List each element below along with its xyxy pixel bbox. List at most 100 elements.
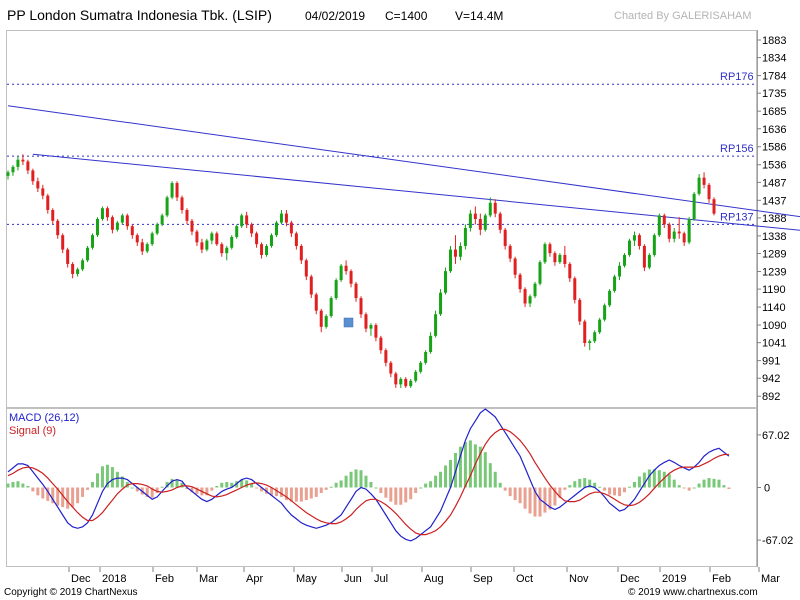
macd-histogram-bar (468, 440, 472, 488)
candle (165, 195, 169, 218)
candle-body (185, 210, 189, 221)
candle-body (588, 341, 592, 344)
candle (81, 258, 85, 272)
macd-histogram-bar (702, 479, 706, 488)
candle (16, 156, 20, 171)
macd-histogram-bar (588, 479, 592, 488)
x-axis-label: Aug (424, 573, 444, 585)
candle-body (220, 244, 224, 254)
candle (369, 323, 373, 336)
macd-histogram-bar (672, 479, 676, 488)
candle-body (359, 298, 363, 315)
candle (528, 294, 532, 308)
macd-histogram-bar (349, 471, 353, 488)
volume-readout: V=14.4M (455, 9, 504, 23)
candle (304, 258, 308, 281)
candle (707, 183, 711, 203)
candle-body (56, 220, 60, 236)
price-y-tick-label: 1735 (762, 88, 786, 100)
candle-body (314, 294, 318, 311)
price-y-tick-label: 1586 (762, 142, 786, 154)
candle-body (409, 380, 413, 387)
candle-body (598, 319, 602, 333)
candle-body (578, 299, 582, 322)
macd-histogram-bar (344, 475, 348, 488)
macd-histogram-bar (389, 487, 393, 502)
macd-histogram-bar (250, 483, 254, 488)
macd-histogram-bar (41, 487, 45, 499)
candle-body (682, 233, 686, 243)
candle (270, 233, 274, 248)
price-y-tick-label: 1883 (762, 35, 786, 47)
macd-histogram-bar (220, 482, 224, 488)
candle (289, 220, 293, 237)
macd-histogram-bar (145, 487, 149, 497)
candle-body (404, 378, 408, 387)
macd-legend-label: Signal (9) (9, 425, 56, 437)
level-line-label: RP176 (720, 71, 754, 83)
candle-body (81, 260, 85, 270)
macd-y-axis: 67.02 0 -67.02 (757, 430, 793, 547)
candle-body (61, 235, 65, 250)
candle-body (608, 290, 612, 306)
candle-body (523, 289, 527, 304)
macd-histogram-bar (160, 486, 164, 488)
candle (170, 181, 174, 200)
candle (652, 233, 656, 257)
candle (160, 213, 164, 227)
candle (394, 371, 398, 388)
macd-histogram-bar (399, 487, 403, 505)
candle (702, 172, 706, 189)
candle (608, 289, 612, 308)
macd-histogram-bar (712, 478, 716, 488)
macd-histogram-bar (91, 482, 95, 488)
macd-histogram-bar (478, 446, 482, 488)
candle (210, 231, 214, 245)
candle-body (289, 222, 293, 234)
candle (314, 292, 318, 315)
macd-histogram-bar (632, 482, 636, 488)
macd-histogram-bar (130, 487, 134, 489)
candle (627, 238, 631, 257)
macd-histogram-bar (414, 487, 418, 493)
candle-body (180, 197, 184, 211)
x-axis-label: Apr (246, 573, 263, 585)
candle-body (394, 373, 398, 385)
candle (453, 235, 457, 264)
macd-histogram-bar (548, 487, 552, 510)
candle-body (265, 245, 269, 255)
macd-histogram-bar (647, 469, 651, 488)
candle (364, 312, 368, 333)
candle (533, 281, 537, 299)
candle (642, 244, 646, 272)
macd-histogram-bar (31, 487, 35, 492)
candle-body (677, 231, 681, 234)
candle-body (16, 159, 20, 167)
candle-body (627, 240, 631, 255)
macd-histogram-bar (429, 481, 433, 488)
candle-body (135, 235, 139, 243)
candle-body (260, 244, 264, 255)
candle-body (41, 188, 45, 196)
macd-histogram-bar (533, 487, 537, 517)
price-y-tick-label: 1388 (762, 213, 786, 225)
candle (245, 211, 249, 228)
price-y-tick-label: 1090 (762, 320, 786, 332)
x-axis: Dec 2018 Feb Mar Apr May Jun Jul Aug Sep Oct Nov Dec… (68, 567, 780, 585)
price-y-tick-label: 1239 (762, 266, 786, 278)
candle (598, 317, 602, 335)
macd-histogram-bar (21, 483, 25, 488)
macd-histogram-bar (120, 476, 124, 488)
macd-histogram-bar (573, 481, 577, 488)
macd-histogram-bar (16, 481, 20, 488)
candle-body (175, 183, 179, 198)
candle (553, 251, 557, 266)
candle-body (155, 224, 159, 234)
candle (623, 253, 627, 268)
candle-body (160, 215, 164, 225)
candle (513, 256, 517, 279)
candle (374, 323, 378, 342)
trend-line (32, 153, 800, 231)
candle (682, 231, 686, 246)
